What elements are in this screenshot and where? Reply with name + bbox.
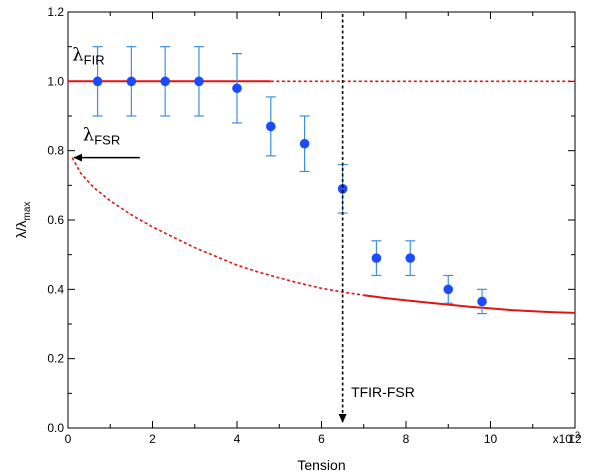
x-tick-label: 2 <box>149 432 156 446</box>
data-point <box>371 253 382 263</box>
x-tick-label: 8 <box>403 432 410 446</box>
y-tick-label: 0.0 <box>47 421 64 435</box>
y-tick-label: 1.2 <box>47 5 64 19</box>
y-tick-label: 0.2 <box>47 352 64 366</box>
model-line <box>363 294 576 314</box>
data-point <box>443 284 454 295</box>
lambda-fir-label-symbol: λ <box>72 45 83 66</box>
y-tick-label: 0.8 <box>47 144 64 158</box>
transition-label: TFIR-FSR <box>351 384 415 400</box>
x-axis-label: Tension <box>297 457 345 473</box>
data-points <box>92 76 487 307</box>
x-tick-label: 6 <box>318 432 325 446</box>
data-point <box>299 138 310 149</box>
data-point <box>266 121 276 132</box>
data-point <box>92 76 103 87</box>
x-axis-scale-base: x10 <box>553 432 573 446</box>
plot-border <box>67 11 576 429</box>
x-axis-scale-exponent: -3 <box>572 430 580 440</box>
y-tick-label: 1.0 <box>47 74 64 88</box>
data-point <box>405 253 416 263</box>
errorbars <box>92 46 488 315</box>
data-point <box>477 296 487 307</box>
x-tick-label: 12 <box>568 432 582 446</box>
y-axis-ticks: 0.0 0.2 0.4 0.6 0.8 1.0 1.2 <box>47 5 575 435</box>
data-point <box>194 76 204 87</box>
data-point <box>126 76 137 87</box>
y-axis-label-sub: max <box>22 202 33 221</box>
model-line-dashed <box>71 157 364 296</box>
series-layer <box>68 80 576 314</box>
x-tick-label: 4 <box>234 432 241 446</box>
y-tick-label: 0.6 <box>47 213 64 227</box>
y-axis-label: λ/λmax <box>13 202 33 239</box>
lambda-fir-label-subscript: FIR <box>84 53 105 68</box>
lambda-fir-label: λFIR <box>72 45 104 68</box>
lambda-fsr-label-symbol: λ <box>83 124 94 145</box>
data-point <box>232 83 242 94</box>
lambda-fsr-label: λFSR <box>83 124 120 147</box>
x-tick-label: 10 <box>484 432 498 446</box>
data-point <box>160 76 170 87</box>
y-axis-label-main: λ/λ <box>13 221 29 239</box>
x-tick-label: 0 <box>65 432 72 446</box>
data-point <box>337 184 348 194</box>
lambda-fsr-label-subscript: FSR <box>94 132 120 147</box>
plot-frame <box>67 11 576 429</box>
x-axis-ticks: 0 2 4 6 8 10 12 <box>65 12 582 446</box>
y-tick-label: 0.4 <box>47 282 64 296</box>
x-axis-scale-label: x10-3 <box>553 430 580 446</box>
